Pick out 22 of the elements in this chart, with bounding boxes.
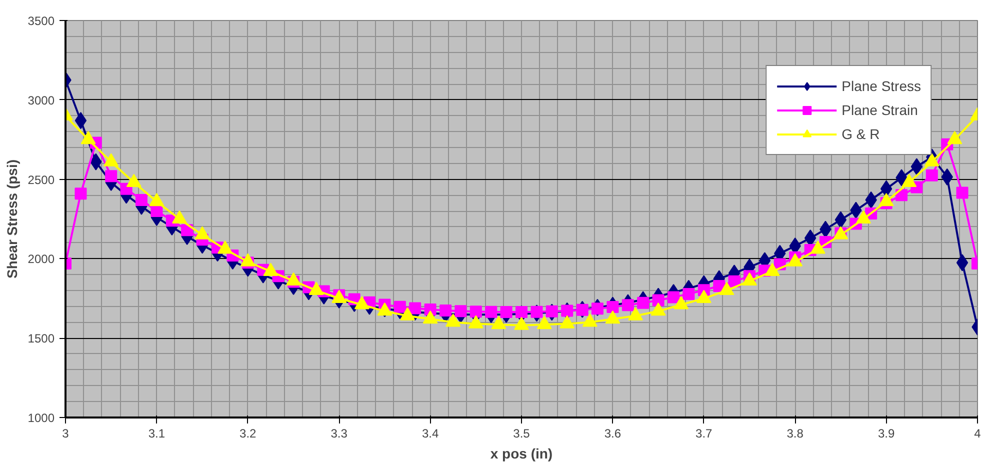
x-axis-title: x pos (in) — [490, 446, 553, 462]
y-axis-title: Shear Stress (psi) — [4, 159, 20, 279]
x-tick-label: 3.4 — [422, 426, 439, 440]
legend-label: Plane Strain — [842, 102, 918, 118]
x-tick-label: 3 — [62, 426, 70, 440]
legend-label: Plane Stress — [842, 78, 921, 94]
y-tick-label: 3000 — [28, 93, 55, 108]
x-tick-label: 3.8 — [786, 426, 804, 440]
x-tick-label: 3.3 — [330, 426, 348, 440]
x-tick-label: 3.9 — [878, 426, 895, 440]
x-tick-label: 3.7 — [696, 426, 713, 440]
y-tick-label: 3500 — [28, 14, 55, 28]
y-tick-label: 1500 — [28, 332, 55, 346]
legend-label: G & R — [842, 126, 880, 142]
x-tick-label: 4 — [974, 426, 982, 440]
x-tick-label: 3.1 — [148, 426, 166, 440]
y-tick-label: 2000 — [28, 252, 55, 266]
y-tick-label: 1000 — [28, 411, 55, 425]
y-tick-label: 2500 — [28, 172, 55, 187]
x-tick-label: 3.6 — [604, 426, 622, 440]
x-tick-label: 3.5 — [513, 426, 530, 440]
x-tick-label: 3.2 — [240, 426, 257, 440]
